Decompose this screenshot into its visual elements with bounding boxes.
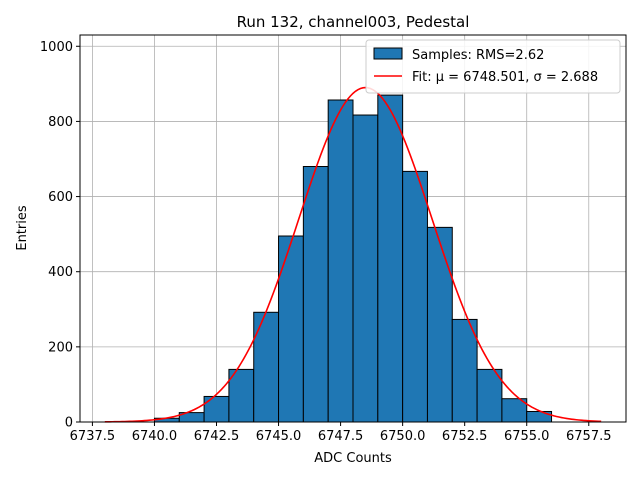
- legend-box: [365, 39, 621, 94]
- x-tick-label: 6755.0: [504, 429, 550, 444]
- plot-frame: [79, 34, 627, 423]
- chart-title: Run 132, channel003, Pedestal: [237, 13, 470, 31]
- histogram-bar: [253, 311, 280, 423]
- x-tick-label: 6737.5: [70, 429, 116, 444]
- x-tick-label: 6752.5: [442, 429, 488, 444]
- x-tick-label: 6747.5: [318, 429, 364, 444]
- histogram-bar: [402, 170, 428, 423]
- y-axis-label: Entries: [15, 205, 30, 251]
- histogram-bar: [302, 166, 329, 423]
- histogram-bar: [327, 99, 354, 423]
- axis-ticks: 6737.5 6740.0 6742.5 6745.0 6747.5 6750.0 6752…: [40, 40, 612, 444]
- y-tick-label: 0: [65, 416, 73, 431]
- legend: Samples: RMS=2.62 Fit: μ = 6748.501, σ =…: [365, 39, 621, 94]
- y-tick-label: 600: [48, 190, 73, 205]
- fit-curve-group: [104, 86, 602, 423]
- histogram-bar: [352, 114, 379, 423]
- y-tick-label: 1000: [40, 40, 73, 55]
- histogram-bar: [451, 318, 478, 423]
- histogram-bar: [476, 368, 503, 423]
- legend-hist-swatch: [373, 47, 403, 60]
- histogram-bar: [203, 395, 230, 423]
- x-tick-label: 6745.0: [256, 429, 302, 444]
- histogram-bar: [426, 226, 453, 423]
- x-axis-label: ADC Counts: [314, 451, 392, 466]
- histogram-bar: [278, 235, 304, 423]
- x-tick-label: 6757.5: [566, 429, 612, 444]
- y-tick-label: 800: [48, 115, 73, 130]
- x-tick-label: 6742.5: [194, 429, 240, 444]
- y-tick-label: 200: [48, 340, 73, 355]
- histogram-bar: [526, 410, 553, 423]
- histogram-bar: [377, 94, 404, 423]
- histogram-bars: [153, 94, 553, 423]
- x-tick-label: 6740.0: [132, 429, 178, 444]
- histogram-bar: [228, 368, 255, 423]
- legend-fit-label: Fit: μ = 6748.501, σ = 2.688: [412, 70, 598, 85]
- legend-hist-label: Samples: RMS=2.62: [412, 48, 544, 63]
- x-tick-label: 6750.0: [380, 429, 426, 444]
- y-tick-label: 400: [48, 265, 73, 280]
- fit-curve: [104, 86, 602, 423]
